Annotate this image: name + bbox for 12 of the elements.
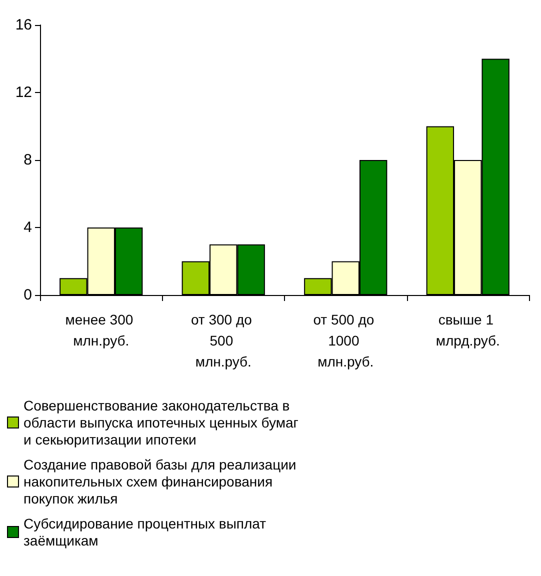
legend-label: Субсидирование процентных выплат заёмщикам xyxy=(24,516,270,548)
y-tick-label: 4 xyxy=(24,219,32,236)
y-tick-label: 8 xyxy=(24,152,32,168)
x-tick-label: менее 300 млн.руб. xyxy=(65,312,138,348)
y-tick-label: 0 xyxy=(24,286,32,304)
legend-label: Совершенствование законодательства в области выпуска ипотечных ценных бумаг и секьюритизации ипотеки xyxy=(24,398,302,448)
x-tick-label: свыше 1 млрд.руб. xyxy=(436,312,500,348)
x-tick-label: от 300 до 500 млн.руб. xyxy=(190,312,256,370)
x-tick-label: от 500 до 1000 млн.руб. xyxy=(313,312,378,370)
legend-label: Создание правовой базы для реализации накопительных схем финансирования покупок жилья xyxy=(24,456,300,506)
y-tick-label: 16 xyxy=(15,16,32,34)
y-tick-label: 12 xyxy=(15,84,32,101)
